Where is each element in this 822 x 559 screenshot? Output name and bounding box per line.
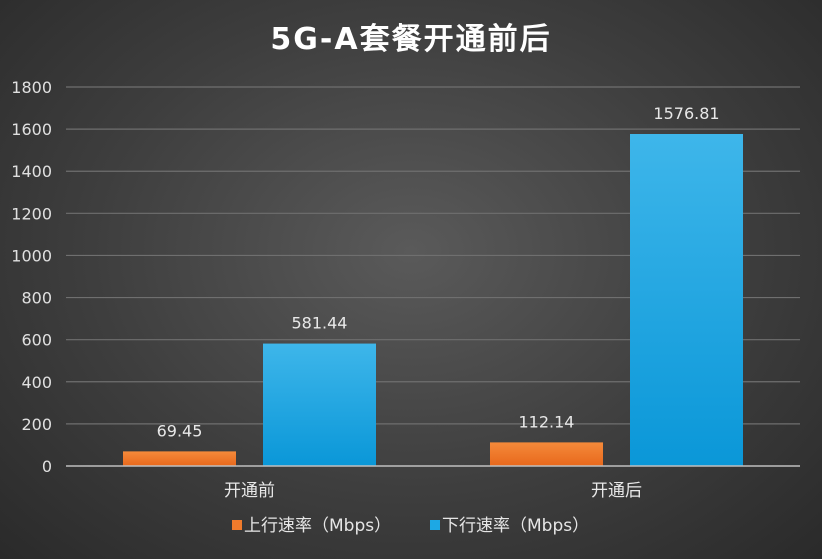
data-label: 69.45 (157, 421, 203, 440)
data-label: 1576.81 (653, 104, 719, 123)
data-labels: 69.45 581.44 112.14 1576.81 (157, 104, 720, 440)
y-tick-label: 1800 (11, 78, 52, 97)
bar-upload-1 (490, 442, 603, 466)
x-axis: 开通前 开通后 (224, 481, 642, 501)
bars (123, 133, 743, 466)
y-tick-label: 600 (21, 331, 52, 350)
bar-upload-0 (123, 451, 236, 466)
y-axis: 0 200 400 600 800 1000 1200 1400 1600 1800 (11, 78, 52, 476)
data-label: 112.14 (519, 412, 575, 431)
y-tick-label: 800 (21, 289, 52, 308)
legend-label: 上行速率（Mbps） (244, 516, 391, 536)
y-tick-label: 1600 (11, 120, 52, 139)
legend-swatch (232, 520, 242, 530)
y-tick-label: 400 (21, 373, 52, 392)
bar-download-1 (630, 133, 743, 466)
bar-download-0 (263, 343, 376, 466)
y-tick-label: 1000 (11, 246, 52, 265)
legend-swatch (430, 520, 440, 530)
y-tick-label: 200 (21, 415, 52, 434)
legend-label: 下行速率（Mbps） (442, 516, 589, 536)
data-label: 581.44 (292, 314, 348, 333)
category-label: 开通前 (224, 481, 275, 501)
y-tick-label: 1200 (11, 204, 52, 223)
y-tick-label: 1400 (11, 162, 52, 181)
category-label: 开通后 (591, 481, 642, 501)
y-tick-label: 0 (42, 457, 52, 476)
legend: 上行速率（Mbps） 下行速率（Mbps） (232, 516, 589, 536)
chart-title: 5G-A套餐开通前后 (270, 22, 552, 57)
